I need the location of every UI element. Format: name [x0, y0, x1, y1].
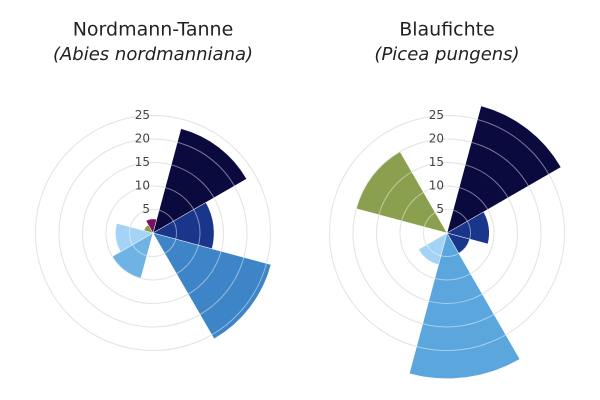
grid-circle — [35, 115, 271, 351]
sector-bar — [152, 128, 247, 234]
r-tick-label: 10 — [429, 179, 444, 193]
r-tick-label: 5 — [436, 202, 444, 216]
chart-subtitle: (Picea pungens) — [374, 44, 519, 65]
sector-bar — [145, 218, 157, 234]
r-tick-label: 20 — [429, 132, 444, 146]
grid-circle-overlay — [35, 115, 271, 351]
sector-bar — [355, 151, 448, 234]
grid-circle-overlay — [105, 185, 201, 281]
r-tick-label: 5 — [142, 202, 150, 216]
grid-circle-overlay — [399, 185, 495, 281]
chart-subtitle: (Abies nordmanniana) — [53, 44, 253, 65]
r-tick-label: 10 — [135, 179, 150, 193]
grid-circle-overlay — [329, 115, 565, 351]
grid-circle-overlay — [82, 162, 224, 304]
sector-bar — [115, 222, 154, 253]
r-tick-label: 25 — [135, 108, 150, 122]
sector-bar — [446, 105, 562, 234]
r-tick-label: 15 — [135, 155, 150, 169]
grid-circle — [82, 162, 224, 304]
grid-circle-overlay — [423, 209, 471, 257]
grid-circle-overlay — [376, 162, 518, 304]
grid-circle-overlay — [58, 138, 248, 328]
r-tick-label: 20 — [135, 132, 150, 146]
sector-bar — [408, 232, 521, 379]
chart-title: Nordmann-Tanne — [73, 19, 234, 41]
grid-circle — [58, 138, 248, 328]
sector-bar — [152, 232, 272, 340]
r-tick-label: 15 — [429, 155, 444, 169]
r-tick-label: 25 — [429, 108, 444, 122]
chart-title: Blaufichte — [399, 19, 495, 41]
sector-bar — [446, 211, 490, 245]
grid-circle-overlay — [129, 209, 177, 257]
sector-bar — [111, 232, 154, 279]
grid-circle-overlay — [352, 138, 542, 328]
sector-bar — [418, 232, 448, 266]
